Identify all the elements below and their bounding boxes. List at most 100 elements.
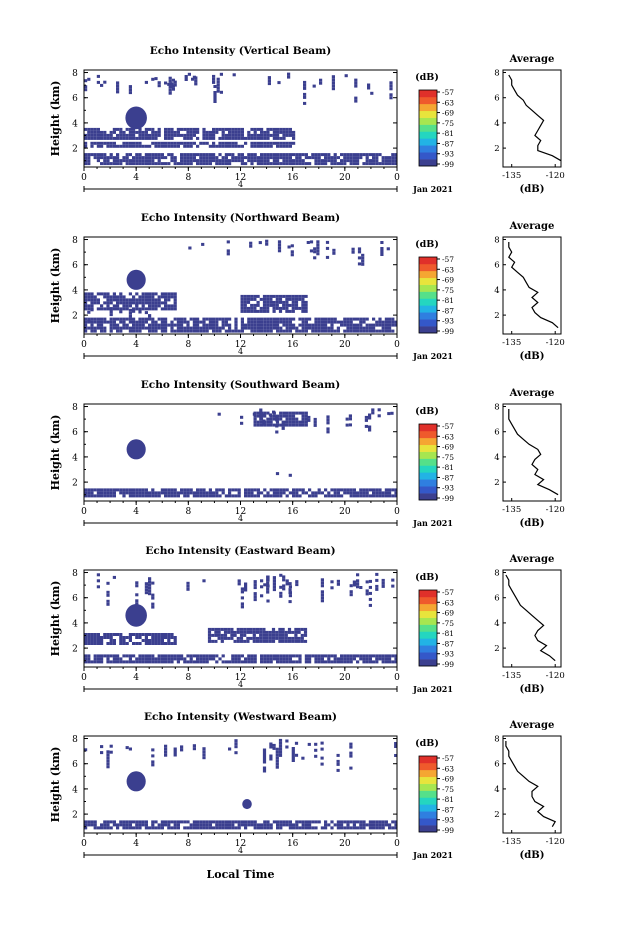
echo-cell: [266, 303, 270, 307]
echo-cell: [371, 411, 375, 415]
echo-cell: [276, 130, 280, 134]
echo-cell: [388, 488, 392, 492]
echo-cell: [215, 329, 219, 333]
echo-cell: [132, 494, 136, 498]
echo-cell: [103, 488, 107, 492]
echo-cell: [308, 317, 312, 321]
echo-cell: [151, 307, 155, 311]
colorbar-segment: [419, 270, 437, 279]
echo-cell: [340, 823, 344, 827]
echo-cell: [282, 141, 286, 145]
echo-cell: [202, 133, 206, 137]
echo-cell: [320, 762, 324, 766]
echo-cell: [263, 826, 267, 830]
echo-cell: [167, 82, 171, 86]
echo-cell: [291, 294, 295, 298]
echo-cell: [313, 247, 317, 251]
echo-cell: [138, 310, 142, 314]
echo-cell: [263, 660, 267, 664]
echo-cell: [320, 596, 324, 600]
avg-x-tick-label: -120: [546, 171, 565, 181]
echo-cell: [272, 300, 276, 304]
echo-cell: [314, 742, 318, 746]
echo-cell: [87, 491, 91, 495]
echo-cell: [103, 654, 107, 658]
echo-cell: [314, 660, 318, 664]
echo-cell: [170, 144, 174, 148]
echo-cell: [269, 823, 273, 827]
echo-cell: [247, 820, 251, 824]
echo-cell: [100, 823, 104, 827]
echo-cell: [100, 136, 104, 140]
echo-cell: [388, 323, 392, 327]
echo-cell: [207, 639, 212, 643]
echo-cell: [157, 304, 161, 308]
echo-cell: [359, 820, 363, 824]
colorbar-segment: [419, 790, 437, 798]
echo-cell: [144, 295, 148, 299]
colorbar-tick-label: -57: [442, 255, 454, 264]
colorbar-segment: [419, 610, 437, 618]
echo-cell: [367, 86, 371, 90]
colorbar-tick-label: -57: [442, 754, 454, 763]
echo-cell: [336, 753, 340, 757]
echo-cell: [295, 583, 299, 587]
echo-cell: [176, 133, 180, 137]
echo-cell: [138, 329, 142, 333]
echo-cell: [160, 657, 164, 661]
echo-cell: [304, 309, 308, 313]
echo-cell: [148, 586, 152, 590]
echo-cell: [112, 639, 116, 642]
echo-cell: [125, 162, 129, 166]
echo-cell: [221, 133, 225, 137]
echo-cell: [260, 579, 264, 583]
echo-cell: [148, 589, 152, 593]
echo-cell: [272, 488, 276, 492]
echo-cell: [276, 823, 280, 827]
echo-cell: [186, 491, 190, 495]
echo-cell: [317, 329, 321, 333]
echo-cell: [132, 323, 136, 327]
echo-cell: [336, 826, 340, 830]
echo-cell: [93, 329, 97, 333]
echo-cell: [116, 153, 120, 157]
echo-cell: [304, 823, 308, 827]
echo-cell: [164, 298, 168, 302]
echo-cell: [167, 130, 171, 134]
echo-cell: [291, 297, 295, 301]
echo-cell: [298, 654, 302, 658]
echo-cell: [212, 80, 216, 84]
echo-cell: [183, 494, 187, 498]
echo-cell: [308, 660, 312, 664]
echo-cell: [377, 408, 381, 412]
echo-cell: [243, 294, 247, 298]
echo-cell: [260, 130, 264, 134]
echo-cell: [317, 491, 321, 495]
echo-cell: [324, 494, 328, 498]
echo-cell: [212, 136, 216, 140]
echo-cell: [279, 144, 283, 148]
echo-cell: [96, 488, 100, 492]
echo-cell: [164, 642, 168, 645]
echo-cell: [297, 639, 301, 643]
echo-cell: [278, 297, 283, 301]
echo-cell: [138, 642, 142, 645]
echo-cell: [365, 326, 369, 330]
echo-cell: [180, 488, 184, 492]
echo-cell: [96, 156, 100, 160]
echo-cell: [154, 323, 158, 327]
echo-cell: [164, 654, 168, 658]
echo-cell: [128, 85, 132, 89]
echo-cell: [234, 739, 238, 743]
echo-cell: [132, 642, 136, 645]
echo-cell: [327, 159, 331, 163]
echo-cell: [378, 488, 382, 492]
echo-cell: [324, 488, 328, 492]
echo-cell: [250, 162, 254, 166]
echo-cell: [103, 633, 107, 636]
echo-cell: [119, 639, 123, 642]
echo-cell: [263, 488, 267, 492]
echo-cell: [116, 136, 120, 140]
echo-cell: [285, 739, 289, 743]
echo-cell: [135, 136, 139, 140]
